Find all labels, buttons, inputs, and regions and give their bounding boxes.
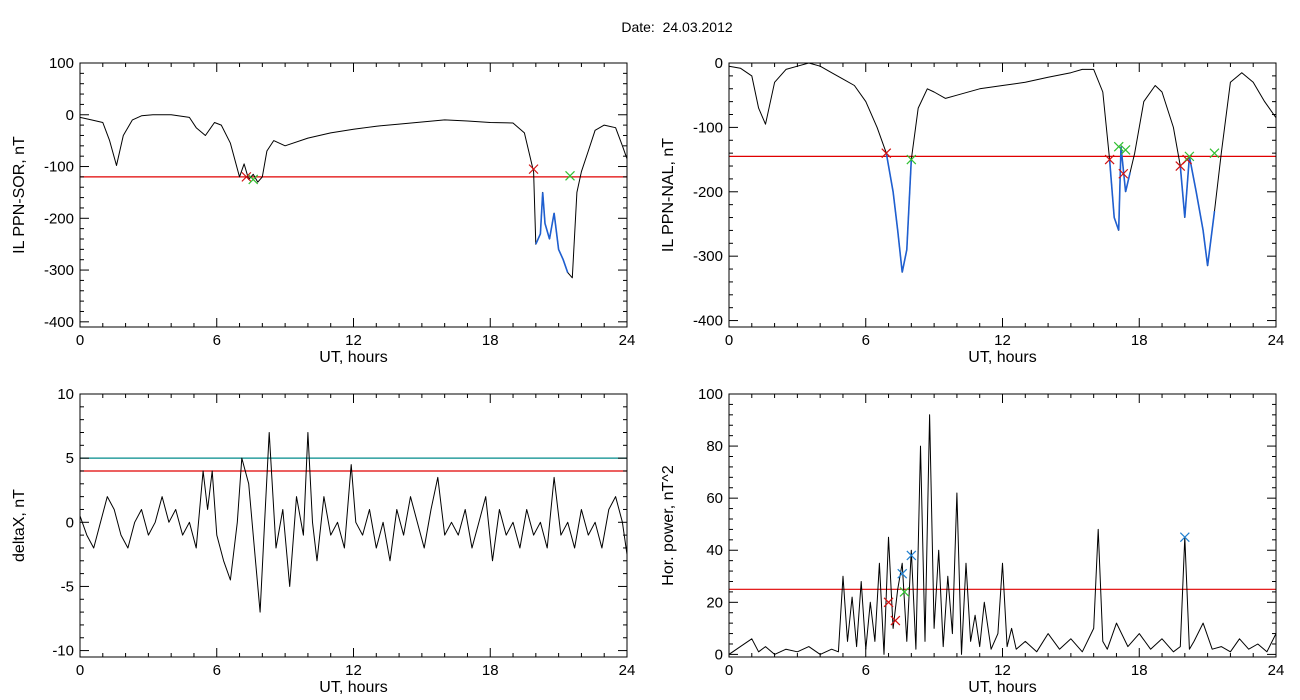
x-tick-label: 0	[76, 662, 84, 679]
x-tick-label: 0	[76, 332, 84, 349]
x-tick-label: 12	[345, 332, 362, 349]
event-marker	[899, 586, 910, 597]
event-marker	[1179, 532, 1190, 543]
x-tick-label: 6	[862, 332, 870, 349]
x-tick-label: 24	[1268, 332, 1285, 349]
y-tick-label: -300	[44, 262, 74, 279]
plot-frame	[79, 62, 628, 328]
y-tick-label: 80	[706, 438, 723, 455]
event-marker	[1184, 151, 1195, 162]
event-marker	[528, 164, 539, 175]
y-tick-label: 0	[66, 514, 74, 531]
event-marker	[1209, 148, 1220, 159]
y-tick-label: 100	[49, 55, 74, 72]
event-marker	[1118, 168, 1129, 179]
event-marker	[1104, 154, 1115, 165]
y-tick-label: -100	[44, 159, 74, 176]
event-marker	[897, 568, 908, 579]
x-tick-label: 18	[1131, 662, 1148, 679]
event-marker	[565, 170, 575, 181]
y-tick-label: -10	[52, 643, 74, 660]
event-marker	[890, 615, 901, 626]
event-marker	[881, 148, 892, 159]
y-tick-label: -200	[693, 184, 723, 201]
x-tick-label: 12	[994, 662, 1011, 679]
event-marker	[241, 171, 252, 182]
event-segment	[535, 192, 569, 273]
y-tick-label: -5	[61, 578, 74, 595]
event-marker	[883, 597, 894, 608]
x-tick-label: 6	[213, 662, 221, 679]
x-tick-label: 0	[725, 332, 733, 349]
series-line	[729, 414, 1276, 655]
y-tick-label: -400	[693, 313, 723, 330]
x-tick-label: 12	[345, 662, 362, 679]
y-tick-label: 60	[706, 490, 723, 507]
y-axis-label: Hor. power, nT^2	[660, 465, 677, 586]
x-tick-label: 18	[1131, 332, 1148, 349]
figure-title: Date: 24.03.2012	[621, 19, 733, 35]
x-tick-label: 18	[482, 332, 499, 349]
y-axis-label: IL PPN-NAL, nT	[660, 138, 677, 252]
y-tick-label: 5	[66, 450, 74, 467]
event-marker	[906, 550, 917, 561]
y-axis-label: deltaX, nT	[11, 489, 28, 562]
event-segment	[885, 152, 913, 273]
x-tick-label: 24	[619, 662, 636, 679]
event-segment	[1179, 156, 1216, 266]
series-line	[729, 63, 1276, 273]
x-tick-label: 12	[994, 332, 1011, 349]
y-axis-label: IL PPN-SOR, nT	[11, 136, 28, 254]
y-tick-label: -100	[693, 119, 723, 136]
series-line	[80, 114, 627, 279]
x-tick-label: 24	[1268, 662, 1285, 679]
plot-frame	[728, 393, 1277, 658]
x-axis-label: UT, hours	[319, 679, 387, 696]
event-marker	[906, 154, 917, 165]
y-tick-label: -400	[44, 314, 74, 331]
chart-panel-il-nal: 0 6 12 18 24 0 -100 -200 -300 -400 UT, hours IL PPN…	[660, 55, 1284, 366]
x-tick-label: 6	[213, 332, 221, 349]
plot-frame	[728, 62, 1277, 328]
event-marker	[1120, 145, 1131, 155]
x-tick-label: 6	[862, 662, 870, 679]
y-tick-label: 0	[715, 646, 723, 663]
y-tick-label: 40	[706, 542, 723, 559]
event-marker	[248, 174, 259, 185]
y-tick-label: 20	[706, 594, 723, 611]
x-axis-label: UT, hours	[968, 679, 1036, 696]
x-tick-label: 0	[725, 662, 733, 679]
event-marker	[1113, 141, 1124, 152]
plot-frame	[79, 393, 628, 658]
y-tick-label: 0	[66, 107, 74, 124]
x-tick-label: 18	[482, 662, 499, 679]
y-tick-label: 100	[698, 386, 723, 403]
chart-panel-il-sor: 0 6 12 18 24 100 0 -100 -200 -300 -400 UT, hours IL …	[11, 55, 635, 366]
y-tick-label: 0	[715, 55, 723, 72]
series-line	[80, 432, 627, 613]
chart-panel-delta-x: 0 6 12 18 24 10 5 0 -5 -10 UT, hours deltaX, nT	[11, 386, 635, 696]
x-axis-label: UT, hours	[319, 349, 387, 366]
y-tick-label: 10	[57, 386, 74, 403]
x-tick-label: 24	[619, 332, 636, 349]
y-tick-label: -200	[44, 210, 74, 227]
x-axis-label: UT, hours	[968, 349, 1036, 366]
event-segment	[1108, 146, 1131, 231]
y-tick-label: -300	[693, 248, 723, 265]
chart-panel-hor-power: 0 6 12 18 24 100 80 60 40 20 0 UT, hours Hor. power,…	[660, 386, 1284, 696]
